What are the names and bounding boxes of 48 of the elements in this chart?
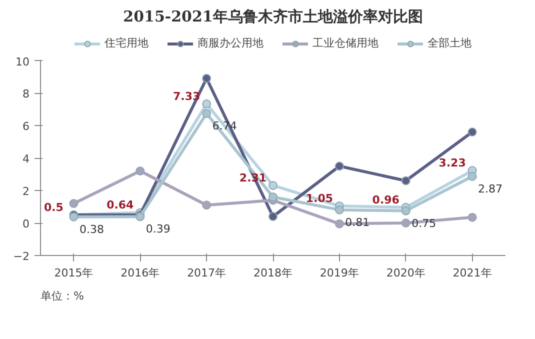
point (202, 108, 212, 118)
y-tick-label: 2 (22, 185, 30, 198)
x-tick-label: 2018年 (254, 266, 293, 280)
x-tick-label: 2015年 (54, 266, 94, 280)
x-tick-label: 2019年 (320, 266, 359, 280)
point (468, 212, 477, 222)
legend-label: 商服办公用地 (198, 36, 264, 50)
chart-title: 2015-2021年乌鲁木齐市土地溢价率对比图 (123, 8, 423, 26)
data-label: 0.5 (44, 200, 64, 214)
point (401, 206, 410, 216)
data-label: 0.96 (372, 193, 400, 206)
data-label: 0.64 (106, 198, 134, 212)
point (268, 180, 278, 190)
point (69, 199, 78, 208)
x-tick-label: 2020年 (386, 266, 426, 280)
data-label: 3.23 (438, 156, 466, 170)
data-label: 0.38 (79, 222, 104, 236)
legend-label: 住宅用地 (104, 36, 148, 50)
y-tick-label: 0 (22, 218, 30, 230)
legend-label: 全部土地 (428, 36, 472, 50)
point (202, 99, 212, 108)
point (401, 218, 410, 228)
y-tick-label: 10 (16, 56, 30, 68)
point (202, 200, 212, 210)
point (334, 205, 344, 214)
data-label: 1.05 (306, 192, 333, 205)
data-label: 0.81 (345, 216, 370, 229)
point (268, 212, 278, 221)
x-tick-label: 2017年 (187, 266, 226, 280)
text: 单位：% (40, 290, 84, 302)
y-tick-label: 4 (22, 152, 30, 166)
point (468, 128, 477, 136)
point (136, 166, 145, 176)
point (468, 172, 477, 181)
data-label: 0.39 (146, 222, 170, 236)
point (268, 192, 278, 202)
data-label: 0.75 (412, 216, 436, 230)
y-tick-label: 6 (22, 120, 30, 133)
point (334, 162, 344, 171)
point (334, 219, 344, 228)
x-tick-label: 2021年 (452, 266, 492, 280)
y-tick-label: 8 (22, 88, 30, 100)
x-tick-label: 2016年 (120, 266, 160, 280)
legend-label: 工业仓储用地 (312, 36, 378, 50)
y-tick-label: −2 (13, 250, 30, 263)
data-label: 2.87 (478, 182, 503, 196)
point (202, 74, 212, 83)
point (401, 176, 410, 186)
